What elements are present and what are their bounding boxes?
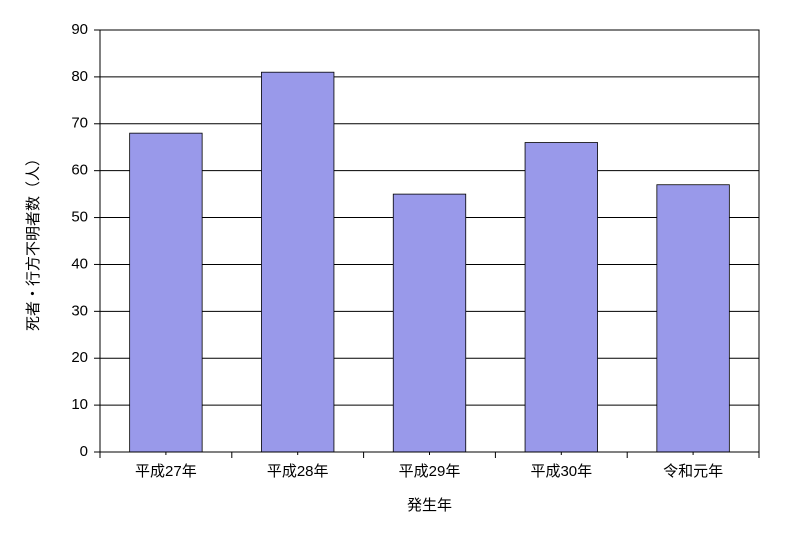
bar [393,194,465,452]
x-tick-label: 平成28年 [267,463,329,480]
bar [525,143,597,452]
y-tick-label: 90 [71,21,88,38]
x-axis-label: 発生年 [407,497,452,514]
y-tick-label: 80 [71,68,88,85]
bar-chart: 0 10 20 30 40 50 60 70 80 90 平成27年 平成28年 平成29年 平成30年 令… [0,0,799,537]
y-tick-label: 70 [71,115,88,132]
y-tick-label: 30 [71,302,88,319]
chart-container: 0 10 20 30 40 50 60 70 80 90 平成27年 平成28年 平成29年 平成30年 令… [0,0,799,537]
x-tick-label: 平成29年 [399,463,461,480]
y-tick-label: 50 [71,209,88,226]
bar [261,72,333,452]
x-tick-label: 平成30年 [530,463,592,480]
y-tick-label: 10 [71,396,88,413]
x-tick-label: 平成27年 [135,463,197,480]
bar [657,185,729,452]
y-tick-label: 40 [71,255,88,272]
y-tick-label: 60 [71,162,88,179]
x-tick-label: 令和元年 [663,463,723,480]
y-tick-label: 20 [71,349,88,366]
bar [130,133,202,452]
y-tick-label: 0 [80,443,88,460]
y-axis-label: 死者・行方不明者数（人） [25,151,42,331]
